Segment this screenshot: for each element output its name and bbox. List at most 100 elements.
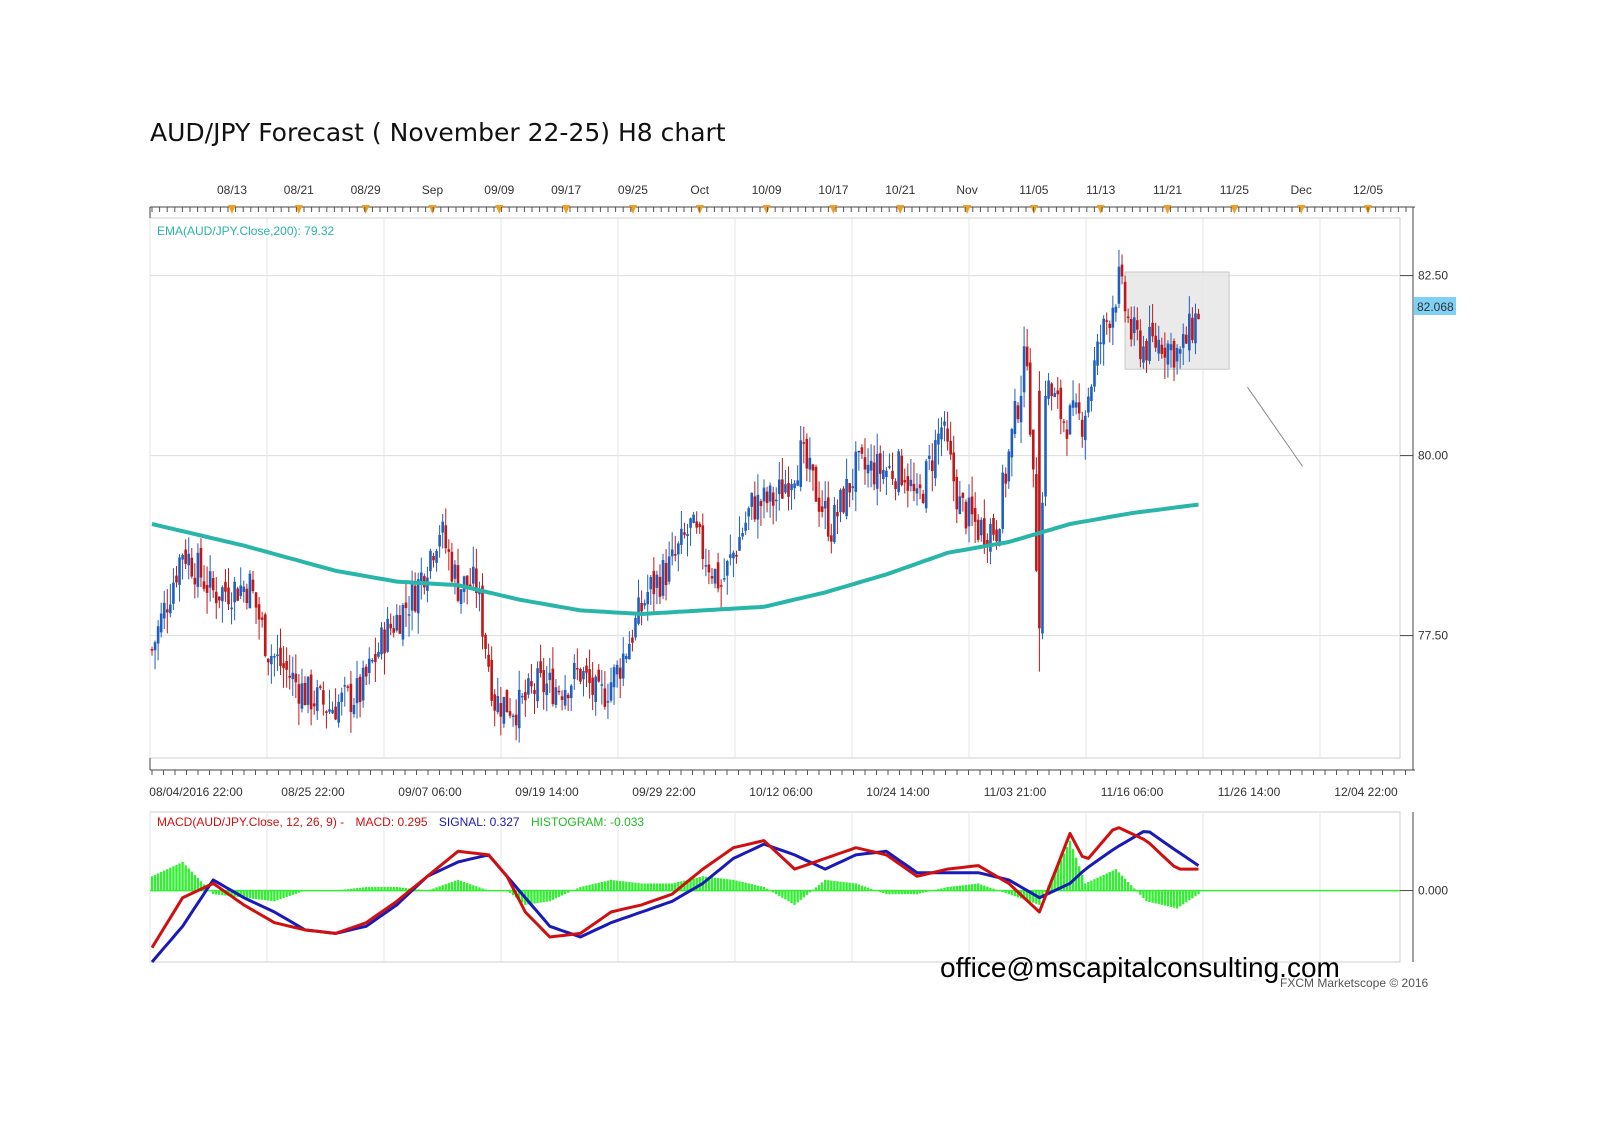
candle-body [756,494,760,520]
candle-body [600,684,604,686]
candle-body [208,571,212,588]
date-marker-icon [1297,205,1306,214]
candle-body [970,496,974,515]
candle-body [888,466,891,468]
histogram-bar [1108,872,1111,891]
price-panel[interactable]: 08/13 08/21 08/29 Sep 09/09 09/17 09/25 Oct 10/0… [149,183,1456,799]
candle-body [710,576,714,579]
candle-body [1004,473,1008,484]
histogram-bar [631,882,634,891]
candle-body [533,689,536,695]
bottom-date-label: 10/24 14:00 [866,785,930,799]
macd-zero-tick-label: 0.000 [1418,884,1448,898]
candle-body [1178,349,1182,354]
histogram-bar [380,887,383,891]
histogram-bar [646,883,649,891]
histogram-bar [585,885,588,891]
histogram-bar [242,890,245,898]
histogram-bar [1157,890,1160,905]
histogram-bar [940,888,943,891]
candle-body [1160,344,1164,354]
candle-body [1194,313,1197,344]
price-axis-ticks: 82.50 80.00 77.50 [1400,269,1448,643]
candle-body [355,677,359,704]
bottom-date-label: 08/25 22:00 [281,785,345,799]
email-watermark: office@mscapitalconsulting.com [940,952,1340,983]
candle-body [159,613,163,633]
candle-body [765,491,769,504]
candle-body [511,715,515,718]
histogram-bar [156,873,160,891]
histogram-bar [361,887,365,891]
histogram-bar [1182,890,1185,905]
histogram-bar [1087,882,1090,891]
macd-plot-area[interactable] [149,811,1401,963]
histogram-bar [481,888,484,891]
histogram-bar [781,890,784,898]
candle-body [224,581,227,592]
candle-body [995,529,998,542]
candle-body [178,557,181,585]
candle-body [1163,347,1167,358]
candle-body [983,518,986,545]
candle-body [1111,307,1115,328]
candle-body [319,686,322,688]
histogram-bar [637,883,640,891]
histogram-bar [695,877,698,891]
candle-body [331,709,334,714]
candle-body [233,581,236,603]
candle-body [288,675,291,678]
candle-body [266,658,270,663]
histogram-bar [891,890,894,895]
histogram-bar [196,878,200,891]
histogram-bar [392,887,395,891]
histogram-bar [762,887,766,891]
macd-title: MACD(AUD/JPY.Close, 12, 26, 9) - [157,815,344,829]
histogram-bar [150,876,154,891]
candle-body [539,661,542,673]
candle-body [961,492,965,498]
candle-body [1126,316,1130,319]
candle-body [239,585,243,596]
candle-body [934,440,937,479]
candle-body [1188,313,1191,351]
forecast-arrow-line [1247,386,1303,467]
histogram-bar [747,883,750,891]
candle-body [796,480,799,486]
candle-body [337,701,340,723]
histogram-bar [533,890,536,904]
histogram-bar [1053,872,1056,891]
histogram-bar [1145,890,1148,902]
candle-body [1071,400,1075,408]
candle-body [1080,419,1084,437]
candle-body [845,478,848,517]
macd-panel[interactable]: 0.000 MACD(AUD/JPY.Close, 12, 26, 9) - M… [149,811,1448,963]
histogram-bar [833,880,836,891]
candle-body [833,504,836,543]
candle-body [328,709,331,712]
candle-body [817,497,821,512]
candle-body [802,442,806,444]
candle-body [1197,313,1200,320]
histogram-bar [634,882,637,891]
price-tick-label: 82.50 [1418,269,1448,283]
candle-body [462,576,466,592]
candle-body [502,696,506,724]
candle-body [658,576,662,597]
histogram-bar [1099,876,1102,891]
histogram-bar [787,890,790,902]
histogram-bar [603,881,607,891]
candle-body [1166,343,1170,365]
candle-body [820,506,824,512]
candle-body [196,552,200,587]
histogram-bar [432,888,435,891]
histogram-bar [371,887,374,891]
candle-body [481,585,484,637]
histogram-bar [1025,890,1029,901]
histogram-bar [618,880,622,891]
candle-body [493,694,497,711]
candle-body [836,512,839,517]
candle-body [695,521,698,528]
histogram-bar [270,890,273,901]
